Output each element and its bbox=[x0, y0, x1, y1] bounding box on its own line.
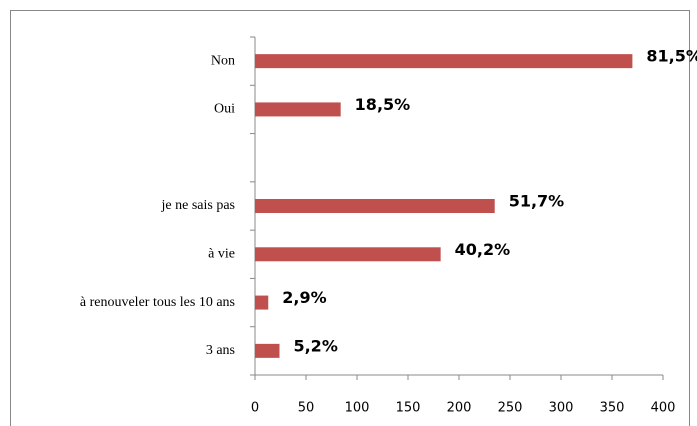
x-tick-label: 50 bbox=[298, 401, 315, 416]
data-label: 2,9% bbox=[282, 288, 326, 307]
data-label: 18,5% bbox=[355, 95, 411, 114]
bar bbox=[255, 199, 495, 213]
data-label: 81,5% bbox=[646, 47, 697, 66]
y-tick-label: je ne sais pas bbox=[161, 198, 235, 213]
y-tick-label: Oui bbox=[214, 102, 235, 117]
y-tick-label: 3 ans bbox=[206, 343, 235, 358]
bar bbox=[255, 343, 280, 358]
x-tick-label: 150 bbox=[396, 401, 421, 416]
bar bbox=[255, 295, 269, 310]
x-tick-label: 300 bbox=[549, 401, 574, 416]
y-tick-label: à vie bbox=[208, 247, 235, 262]
x-tick-label: 200 bbox=[447, 401, 472, 416]
data-label: 51,7% bbox=[509, 192, 565, 211]
y-tick-label: Non bbox=[211, 53, 235, 68]
bar bbox=[255, 102, 341, 117]
x-tick-label: 100 bbox=[345, 401, 370, 416]
chart-frame bbox=[10, 10, 690, 426]
x-tick-label: 350 bbox=[600, 401, 625, 416]
y-tick-label: à renouveler tous les 10 ans bbox=[80, 295, 235, 310]
bar bbox=[255, 247, 441, 262]
x-tick-label: 250 bbox=[498, 401, 523, 416]
bar bbox=[255, 54, 633, 69]
data-label: 40,2% bbox=[455, 240, 511, 259]
data-label: 5,2% bbox=[293, 336, 337, 355]
x-tick-label: 0 bbox=[251, 401, 259, 416]
x-tick-label: 400 bbox=[651, 401, 676, 416]
